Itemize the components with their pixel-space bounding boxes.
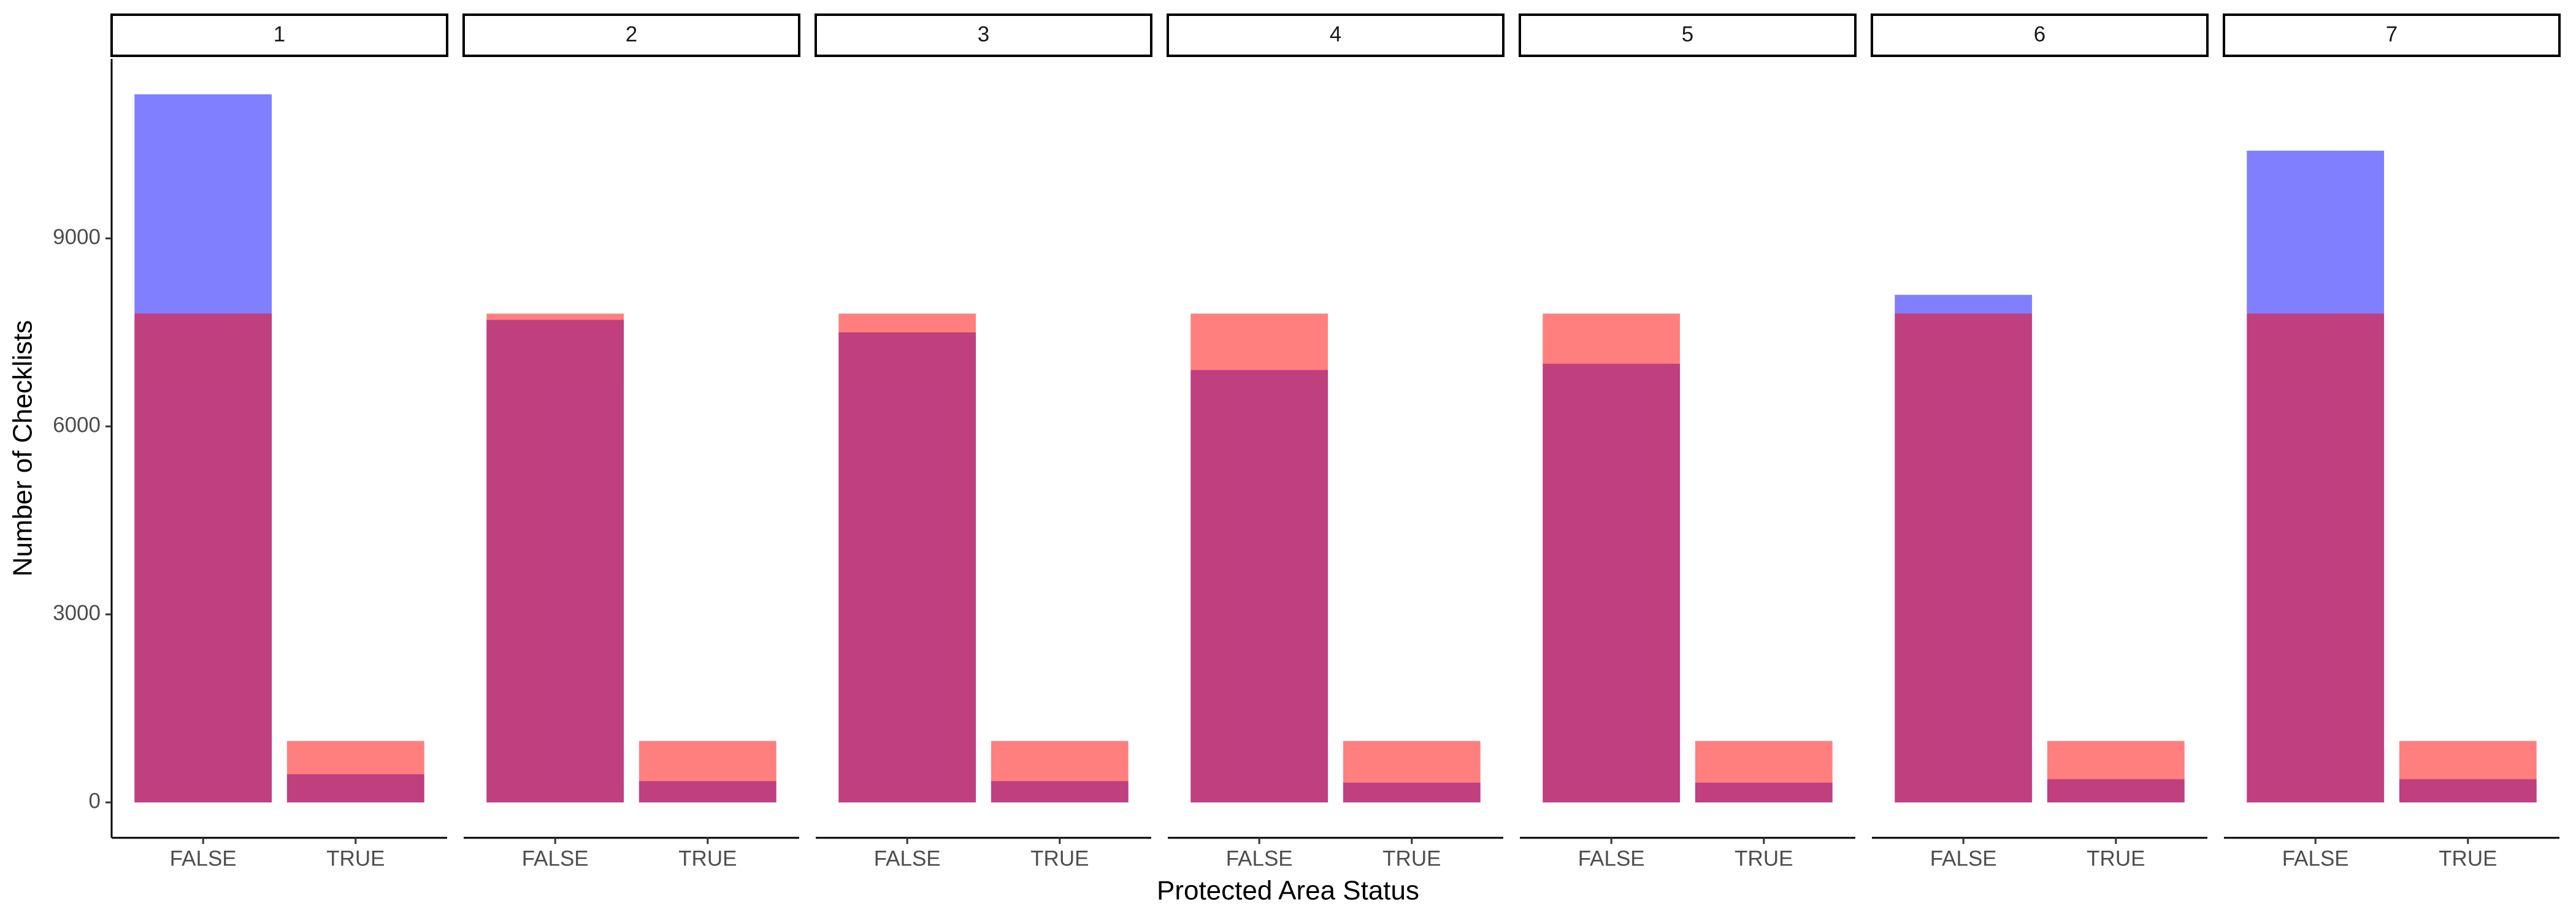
facet-strip: [1519, 13, 1857, 57]
bar: [838, 313, 976, 803]
facet-strip: [462, 13, 800, 57]
x-tick-label: TRUE: [2087, 846, 2145, 870]
x-tick-label: TRUE: [1735, 846, 1793, 870]
facet-strip: [110, 13, 448, 57]
facet-title: 7: [2386, 22, 2398, 46]
y-tick-label: 0: [89, 789, 101, 813]
x-tick-label: TRUE: [1382, 846, 1441, 870]
x-tick-label: FALSE: [1578, 846, 1645, 870]
y-tick-label: 6000: [53, 413, 101, 437]
facet-strip: [2223, 13, 2561, 57]
y-axis-title: Number of Checklists: [8, 320, 38, 577]
x-tick-label: FALSE: [522, 846, 589, 870]
facet-strip: [1871, 13, 2209, 57]
bar: [134, 313, 272, 803]
y-tick-label: 9000: [53, 225, 101, 249]
x-tick-label: TRUE: [2439, 846, 2497, 870]
x-axis-title: Protected Area Status: [1157, 876, 1419, 906]
bar: [1543, 313, 1681, 803]
x-tick-label: TRUE: [326, 846, 385, 870]
bar: [991, 741, 1129, 803]
bar: [1190, 313, 1328, 803]
bar: [1695, 741, 1833, 803]
x-tick-label: FALSE: [1226, 846, 1293, 870]
bar: [638, 741, 776, 803]
facet-title: 5: [1682, 22, 1693, 46]
facet-title: 1: [274, 22, 285, 46]
x-tick-label: TRUE: [678, 846, 737, 870]
x-tick-label: FALSE: [170, 846, 237, 870]
bar: [2247, 313, 2385, 803]
facet-title: 4: [1330, 22, 1341, 46]
facet-title: 2: [626, 22, 637, 46]
y-tick-label: 3000: [53, 601, 101, 625]
facet-title: 3: [978, 22, 989, 46]
facet-strip: [1167, 13, 1505, 57]
x-tick-label: FALSE: [1930, 846, 1997, 870]
x-tick-label: TRUE: [1030, 846, 1089, 870]
x-tick-label: FALSE: [874, 846, 941, 870]
bar: [286, 741, 424, 803]
bar: [2047, 741, 2185, 803]
bar: [1895, 313, 2033, 803]
facet-title: 6: [2034, 22, 2045, 46]
facet-strip: [815, 13, 1152, 57]
bar: [1343, 741, 1481, 803]
x-tick-label: FALSE: [2282, 846, 2349, 870]
bar: [486, 313, 624, 803]
bar: [2399, 741, 2537, 803]
